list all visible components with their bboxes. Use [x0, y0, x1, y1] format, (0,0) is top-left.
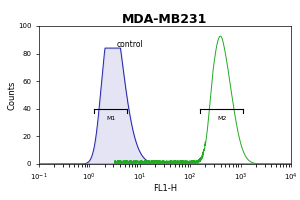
Y-axis label: Counts: Counts: [8, 80, 16, 110]
Text: control: control: [117, 40, 144, 49]
X-axis label: FL1-H: FL1-H: [153, 184, 177, 193]
Text: M2: M2: [217, 116, 226, 121]
Title: MDA-MB231: MDA-MB231: [122, 13, 208, 26]
Text: M1: M1: [106, 116, 116, 121]
